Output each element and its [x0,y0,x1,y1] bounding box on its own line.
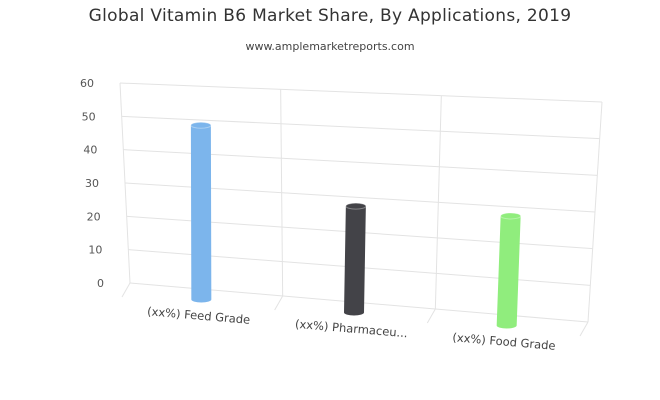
frame-vertical-line [434,95,442,310]
floor-tick [426,308,436,324]
floor-tick [579,321,589,337]
y-tick-label: 40 [83,144,97,157]
y-tick-label: 20 [87,210,101,223]
bar-top-cap [190,121,212,129]
y-tick-label: 10 [88,244,102,257]
chart-subtitle: www.amplemarketreports.com [245,40,415,53]
gridline-50 [121,115,600,140]
frame-vertical-line [119,82,131,284]
bar-2[interactable] [344,202,367,316]
frame-vertical-line [280,89,284,297]
floor-tick [274,295,284,311]
category-label: (xx%) Pharmaceu... [295,317,409,341]
bar-top-cap [500,212,522,220]
gridline-60 [119,82,603,103]
frame-vertical-line [587,101,603,323]
y-tick-label: 0 [97,277,104,290]
bars [190,121,522,329]
chart-title: Global Vitamin B6 Market Share, By Appli… [88,6,572,26]
bar-body [344,206,366,316]
floor-tick [121,282,131,298]
bar-body [190,125,212,303]
y-tick-label: 30 [85,177,99,190]
bar-3[interactable] [496,212,522,329]
y-tick-label: 60 [80,77,94,90]
bar-top-cap [345,202,367,210]
bar-body [496,215,521,329]
bar-1[interactable] [190,121,212,303]
y-axis-ticks: 0 10 20 30 40 50 60 [80,77,104,290]
y-tick-label: 50 [82,110,96,123]
category-label: (xx%) Food Grade [452,330,556,353]
category-label: (xx%) Feed Grade [147,304,251,327]
